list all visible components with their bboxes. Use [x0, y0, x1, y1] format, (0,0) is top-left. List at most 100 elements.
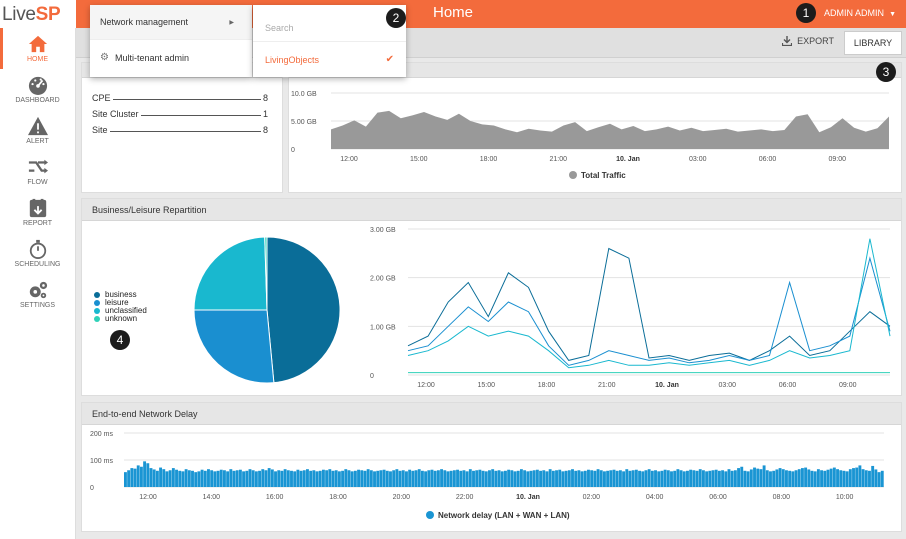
delay-bar: [794, 470, 798, 487]
x-tick-label: 03:00: [718, 382, 736, 389]
tenant-search-input[interactable]: Search: [253, 5, 406, 42]
delay-bar: [577, 470, 581, 487]
delay-bar: [714, 469, 718, 487]
delay-bar: [283, 469, 287, 487]
sidebar-item-report[interactable]: REPORT: [0, 192, 75, 233]
delay-bar: [462, 470, 466, 487]
x-tick-label: 08:00: [773, 494, 791, 501]
delay-bar: [513, 471, 517, 487]
sidebar-item-settings[interactable]: SETTINGS: [0, 274, 75, 315]
delay-bar: [593, 470, 597, 487]
y-tick-label: 100 ms: [90, 458, 113, 465]
delay-bar: [746, 471, 750, 487]
delay-bar: [519, 469, 523, 487]
delay-bar: [561, 471, 565, 487]
delay-bar: [551, 470, 555, 487]
inventory-label: Site: [92, 125, 108, 135]
legend-item-business[interactable]: business: [94, 291, 147, 299]
delay-bar: [124, 472, 127, 487]
delay-bar: [213, 471, 217, 487]
legend-item-unknown[interactable]: unknown: [94, 315, 147, 323]
delay-bar: [826, 469, 830, 487]
inventory-row: Site 8: [92, 125, 268, 135]
x-tick-label: 03:00: [689, 156, 707, 163]
delay-bar: [877, 472, 881, 487]
logo[interactable]: LiveSP: [0, 0, 76, 28]
tenant-option-livingobjects[interactable]: LivingObjects ✔: [253, 42, 406, 77]
delay-bar: [376, 470, 380, 487]
delay-bar: [759, 469, 763, 487]
menu-item-label: Multi-tenant admin: [114, 52, 190, 63]
delay-bar: [360, 470, 364, 487]
delay-bar: [829, 468, 833, 487]
delay-bar: [650, 470, 654, 487]
menu-item-network-management[interactable]: Network management ▶: [90, 5, 252, 40]
delay-bar: [277, 470, 281, 487]
x-tick-label: 06:00: [709, 494, 727, 501]
sidebar-item-scheduling[interactable]: SCHEDULING: [0, 233, 75, 274]
delay-bar: [449, 470, 453, 487]
x-tick-label: 02:00: [583, 494, 601, 501]
delay-bar: [618, 470, 622, 487]
sidebar-item-flow[interactable]: FLOW: [0, 151, 75, 192]
inventory-value: 8: [262, 93, 268, 103]
repartition-line-chart: 3.00 GB 2.00 GB 1.00 GB 0 12:00 15:00 18:00 21:…: [370, 227, 891, 389]
stopwatch-icon: [29, 239, 46, 259]
flow-icon: [28, 159, 48, 174]
legend-item-leisure[interactable]: leisure: [94, 299, 147, 307]
line-series-business: [407, 247, 891, 361]
total-traffic-panel-header: [289, 63, 901, 78]
delay-bar: [411, 470, 415, 487]
delay-bar: [136, 465, 140, 487]
menu-item-multi-tenant-admin[interactable]: ⚙ Multi-tenant admin: [90, 40, 252, 75]
delay-bar: [344, 469, 348, 487]
delay-bar: [855, 467, 859, 487]
sidebar-item-home[interactable]: HOME: [0, 28, 75, 69]
delay-bar: [149, 468, 153, 487]
sidebar-item-dashboard[interactable]: DASHBOARD: [0, 69, 75, 110]
delay-bar: [858, 465, 862, 487]
delay-bar: [171, 468, 175, 487]
marker-4: 4: [110, 330, 130, 350]
delay-bar: [309, 470, 313, 487]
alert-icon: [27, 116, 48, 136]
delay-bar: [194, 472, 198, 487]
delay-bar: [424, 471, 428, 487]
delay-bar: [363, 470, 367, 487]
delay-bar: [389, 471, 392, 487]
x-tick-label: 10:00: [836, 494, 854, 501]
sidebar-item-alert[interactable]: ALERT: [0, 110, 75, 151]
delay-panel: End-to-end Network Delay 200 ms 100 ms 0 12…: [81, 402, 902, 532]
legend-marker: [569, 171, 577, 179]
delay-bar: [168, 470, 172, 487]
x-tick-label: 16:00: [266, 494, 284, 501]
delay-bar: [781, 469, 785, 487]
sidebar-item-label: SETTINGS: [19, 302, 55, 309]
delay-bar: [286, 470, 290, 487]
dotted-leader: [112, 93, 261, 100]
delay-bar: [682, 471, 686, 487]
legend-label: business: [105, 290, 137, 299]
delay-bar: [874, 469, 878, 487]
delay-bar: [290, 470, 293, 487]
delay-bar: [861, 469, 865, 487]
delay-bar: [820, 470, 824, 487]
library-button[interactable]: LIBRARY: [844, 31, 902, 55]
delay-bar: [459, 470, 463, 487]
delay-bar: [353, 470, 357, 487]
x-tick-label: 18:00: [329, 494, 347, 501]
delay-bar: [749, 469, 753, 487]
delay-bar: [258, 470, 262, 487]
legend-dot: [94, 300, 100, 306]
export-button[interactable]: EXPORT: [782, 36, 834, 46]
delay-bar: [392, 470, 396, 487]
delay-bar: [334, 470, 338, 487]
pie-slice-unknown: [264, 236, 268, 311]
delay-bar: [816, 469, 820, 487]
dashboard-icon: [28, 76, 47, 95]
user-menu[interactable]: ADMIN ADMIN ▼: [824, 8, 896, 18]
legend-item-unclassified[interactable]: unclassified: [94, 307, 147, 315]
delay-bar: [740, 466, 744, 487]
delay-bar: [692, 470, 696, 487]
delay-bar: [638, 470, 642, 487]
